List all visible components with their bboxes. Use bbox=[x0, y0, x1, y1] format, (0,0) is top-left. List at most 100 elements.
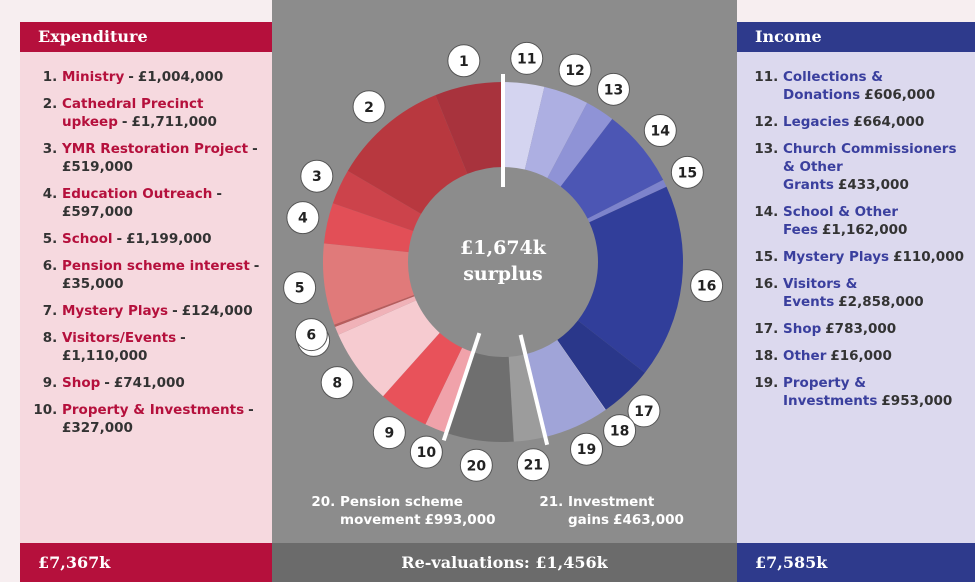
item-name: Mystery Plays bbox=[62, 303, 169, 319]
list-item: Visitors/Events- £1,110,000 bbox=[62, 329, 264, 365]
list-item: Visitors & Events£2,858,000 bbox=[783, 275, 967, 311]
expenditure-panel: Expenditure Ministry-£1,004,000Cathedral… bbox=[20, 22, 272, 582]
donut-segment bbox=[577, 186, 683, 373]
list-item: Mystery Plays£110,000 bbox=[783, 248, 967, 266]
item-value: £606,000 bbox=[864, 87, 936, 103]
list-item: Education Outreach- £597,000 bbox=[62, 185, 264, 221]
segment-label: 3 bbox=[312, 169, 322, 185]
item-name: Shop bbox=[62, 375, 101, 391]
list-item: Investment gains£463,000 bbox=[568, 493, 718, 529]
item-name: Legacies bbox=[783, 114, 850, 130]
chart-panel: 111213141516171819212010987654321£1,674k… bbox=[272, 0, 737, 582]
label-badge bbox=[286, 201, 320, 235]
panel-total: £7,585k bbox=[737, 543, 975, 582]
list-item: YMR Restoration Project- £519,000 bbox=[62, 140, 264, 176]
item-value: £519,000 bbox=[62, 159, 133, 175]
item-name: Shop bbox=[783, 321, 822, 337]
income-panel: Income Collections & Donations£606,000 Le… bbox=[737, 22, 975, 582]
donut-segment bbox=[547, 102, 613, 187]
separator: - bbox=[248, 402, 254, 418]
item-value: £1,711,000 bbox=[131, 114, 217, 130]
label-badge bbox=[603, 414, 637, 448]
label-badge bbox=[596, 72, 630, 106]
list-item: Collections & Donations£606,000 bbox=[783, 68, 967, 104]
item-list: Ministry-£1,004,000Cathedral Precinct up… bbox=[20, 68, 272, 437]
separator: - bbox=[180, 330, 186, 346]
list-item: School-£1,199,000 bbox=[62, 230, 264, 248]
list-item: Pension scheme interest- £35,000 bbox=[62, 257, 264, 293]
donut-segment bbox=[425, 347, 474, 433]
segment-label: 13 bbox=[604, 82, 623, 98]
separator: - bbox=[172, 303, 178, 319]
separator: - bbox=[216, 186, 222, 202]
item-name: Education Outreach bbox=[62, 186, 213, 202]
donut-segment bbox=[525, 340, 605, 437]
segment-label: 20 bbox=[467, 458, 487, 474]
list-item: Shop£783,000 bbox=[783, 320, 967, 338]
item-name: Property & Investments bbox=[783, 375, 878, 409]
donut-segment bbox=[446, 352, 514, 442]
segment-label: 18 bbox=[610, 424, 629, 440]
label-badge bbox=[283, 271, 317, 305]
list-item: Cathedral Precinct upkeep-£1,711,000 bbox=[62, 95, 264, 131]
separator: - bbox=[128, 69, 134, 85]
segment-label: 6 bbox=[306, 328, 316, 344]
list-item: Mystery Plays-£124,000 bbox=[62, 302, 264, 320]
item-value: £993,000 bbox=[424, 512, 496, 528]
donut-segment bbox=[323, 243, 414, 325]
item-name: Investment gains bbox=[568, 494, 655, 528]
label-badge bbox=[690, 269, 724, 303]
label-badge bbox=[409, 435, 443, 469]
item-value: £783,000 bbox=[825, 321, 897, 337]
item-value: £16,000 bbox=[830, 348, 892, 364]
donut-segment bbox=[587, 179, 667, 223]
segment-label: 14 bbox=[651, 124, 671, 140]
item-value: £664,000 bbox=[853, 114, 925, 130]
item-name: Pension scheme interest bbox=[62, 258, 250, 274]
separator: - bbox=[121, 114, 128, 130]
item-name: School bbox=[62, 231, 113, 247]
label-badge bbox=[300, 159, 334, 193]
item-name: YMR Restoration Project bbox=[62, 141, 249, 157]
item-value: £433,000 bbox=[837, 177, 909, 193]
segment-label: 1 bbox=[459, 54, 469, 70]
label-badge bbox=[516, 448, 550, 482]
label-badge bbox=[352, 90, 386, 124]
item-name: Ministry bbox=[62, 69, 125, 85]
item-value: £463,000 bbox=[613, 512, 684, 528]
segment-label: 4 bbox=[298, 211, 308, 227]
item-value: £1,110,000 bbox=[62, 348, 148, 364]
group-separator bbox=[518, 334, 550, 446]
list-item: Ministry-£1,004,000 bbox=[62, 68, 264, 86]
donut-segment bbox=[332, 170, 422, 232]
segment-label: 19 bbox=[577, 442, 596, 458]
item-name: Other bbox=[783, 348, 827, 364]
donut-segment bbox=[334, 295, 415, 327]
item-value: £1,162,000 bbox=[822, 222, 908, 238]
item-value: £1,004,000 bbox=[137, 69, 224, 85]
list-item: Other£16,000 bbox=[783, 347, 967, 365]
donut-segment bbox=[323, 203, 414, 253]
panel-total: £7,367k bbox=[20, 543, 272, 582]
label-badge bbox=[627, 394, 661, 428]
item-name: Visitors & Events bbox=[783, 276, 858, 310]
item-name: Church Commissioners & Other Grants bbox=[783, 141, 957, 193]
label-badge bbox=[558, 53, 592, 87]
item-value: £124,000 bbox=[181, 303, 253, 319]
list-item: Property & Investments- £327,000 bbox=[62, 401, 264, 437]
item-name: Property & Investments bbox=[62, 402, 245, 418]
item-name: Mystery Plays bbox=[783, 249, 890, 265]
label-badge bbox=[294, 318, 328, 352]
label-badge bbox=[670, 155, 704, 189]
donut-segment bbox=[347, 95, 468, 214]
separator: - bbox=[253, 258, 260, 274]
list-item: School & Other Fees£1,162,000 bbox=[783, 203, 967, 239]
separator: - bbox=[252, 141, 258, 157]
panel-title: Income bbox=[737, 22, 975, 52]
item-value: £597,000 bbox=[62, 204, 133, 220]
list-item: Legacies£664,000 bbox=[783, 113, 967, 131]
donut-segment bbox=[508, 354, 546, 442]
item-value: £1,199,000 bbox=[126, 231, 212, 247]
segment-label: 12 bbox=[565, 63, 584, 79]
